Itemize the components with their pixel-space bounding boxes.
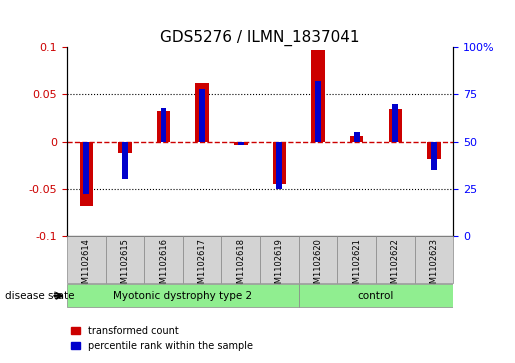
Bar xyxy=(234,142,248,145)
Text: GSM1102615: GSM1102615 xyxy=(121,238,129,294)
Bar xyxy=(199,89,205,142)
Bar xyxy=(195,83,209,142)
Title: GDS5276 / ILMN_1837041: GDS5276 / ILMN_1837041 xyxy=(160,30,360,46)
FancyBboxPatch shape xyxy=(144,236,183,283)
Text: GSM1102620: GSM1102620 xyxy=(314,238,322,294)
FancyBboxPatch shape xyxy=(376,236,415,283)
FancyBboxPatch shape xyxy=(415,236,453,283)
FancyBboxPatch shape xyxy=(106,236,144,283)
FancyBboxPatch shape xyxy=(299,285,453,307)
Bar xyxy=(83,142,89,195)
FancyBboxPatch shape xyxy=(299,236,337,283)
Bar xyxy=(161,107,166,142)
Text: GSM1102614: GSM1102614 xyxy=(82,238,91,294)
Legend: transformed count, percentile rank within the sample: transformed count, percentile rank withi… xyxy=(66,322,257,355)
Bar xyxy=(118,142,132,153)
Bar xyxy=(315,81,321,142)
Text: GSM1102623: GSM1102623 xyxy=(430,238,438,294)
Text: GSM1102618: GSM1102618 xyxy=(236,238,245,294)
Bar xyxy=(427,142,441,159)
Bar xyxy=(431,142,437,170)
Text: disease state: disease state xyxy=(5,291,75,301)
Text: GSM1102616: GSM1102616 xyxy=(159,238,168,294)
FancyBboxPatch shape xyxy=(67,285,299,307)
Bar xyxy=(122,142,128,179)
Bar xyxy=(157,111,170,142)
Text: GSM1102617: GSM1102617 xyxy=(198,238,207,294)
Text: GSM1102619: GSM1102619 xyxy=(275,238,284,294)
Bar xyxy=(238,142,244,145)
FancyBboxPatch shape xyxy=(260,236,299,283)
FancyBboxPatch shape xyxy=(337,236,376,283)
Bar xyxy=(354,132,359,142)
FancyBboxPatch shape xyxy=(221,236,260,283)
Bar xyxy=(388,109,402,142)
Text: control: control xyxy=(358,291,394,301)
FancyBboxPatch shape xyxy=(183,236,221,283)
Bar xyxy=(277,142,282,189)
Bar xyxy=(311,50,325,142)
Bar xyxy=(79,142,93,206)
Text: GSM1102621: GSM1102621 xyxy=(352,238,361,294)
Bar xyxy=(272,142,286,184)
Bar xyxy=(392,104,398,142)
Text: Myotonic dystrophy type 2: Myotonic dystrophy type 2 xyxy=(113,291,252,301)
Text: GSM1102622: GSM1102622 xyxy=(391,238,400,294)
FancyBboxPatch shape xyxy=(67,236,106,283)
Bar xyxy=(350,136,364,142)
